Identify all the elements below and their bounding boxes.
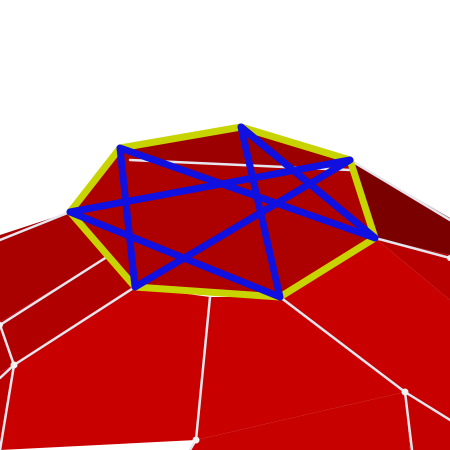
vertex [10, 361, 18, 369]
vertex [192, 436, 200, 444]
edge [0, 363, 16, 450]
edge [403, 390, 450, 422]
edge [12, 285, 137, 367]
face-bottom-center [190, 392, 410, 450]
edge [0, 253, 112, 327]
heptagon-outline [66, 123, 379, 301]
vertex [401, 388, 409, 396]
edge [348, 158, 450, 222]
edge [194, 295, 212, 442]
face-right-bottom [405, 392, 450, 450]
edge [278, 295, 407, 394]
face-left-lower [0, 255, 135, 372]
edge [0, 210, 72, 242]
heptagram-star [66, 123, 379, 301]
face-front-left [0, 287, 210, 450]
face-front-right [196, 238, 450, 440]
polyhedron-body [0, 127, 450, 450]
vertex [0, 322, 3, 328]
face-top-back [120, 127, 350, 170]
heptagram-star-edge [237, 123, 379, 242]
vertex [447, 255, 450, 261]
polyhedron-vertices [0, 255, 450, 444]
edge [373, 236, 450, 260]
edge [403, 390, 414, 450]
face-left-side [0, 212, 110, 322]
edge [0, 323, 16, 367]
